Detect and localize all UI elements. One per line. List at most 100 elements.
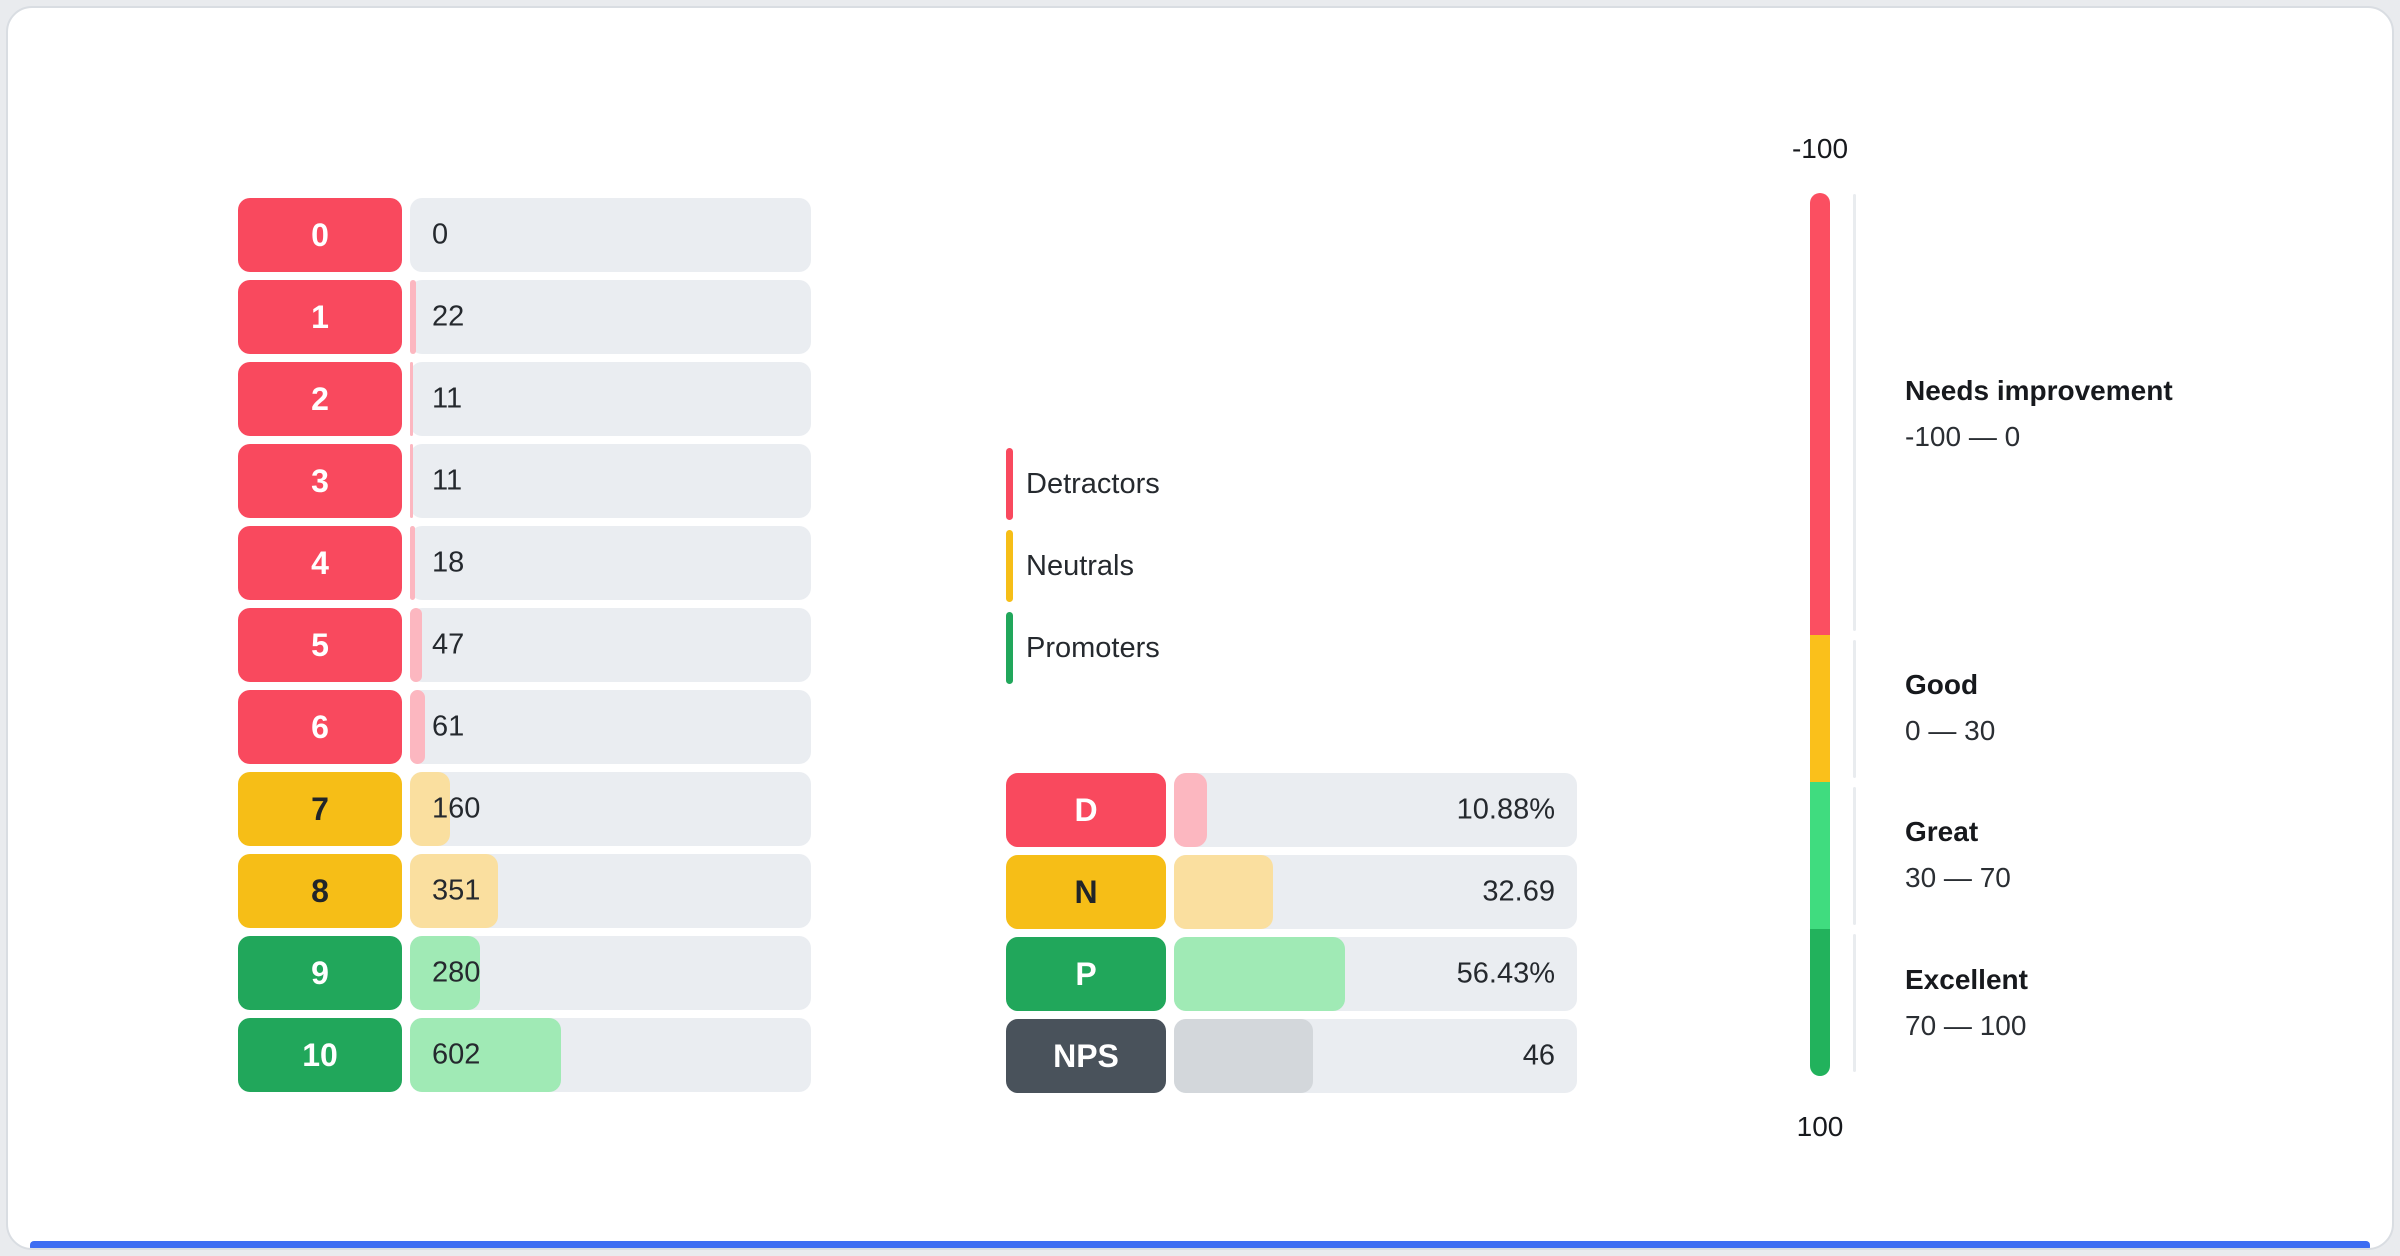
summary-bar-track: 46 bbox=[1174, 1019, 1577, 1093]
score-badge: 7 bbox=[238, 772, 402, 846]
score-bar-fill bbox=[410, 936, 481, 1010]
gauge-zone-label: Excellent 70 — 100 bbox=[1905, 964, 2028, 1042]
score-badge-label: 0 bbox=[311, 216, 329, 253]
score-row: 10 602 bbox=[238, 1018, 811, 1092]
score-badge: 4 bbox=[238, 526, 402, 600]
nps-gauge: -100 100 Needs improvement -100 — 0 Good 0 … bbox=[1792, 133, 2370, 1142]
gauge-tick-line bbox=[1853, 194, 1856, 631]
score-distribution-chart: 0 0 1 22 2 11 3 11 4 bbox=[238, 198, 811, 1092]
score-bar-fill bbox=[410, 362, 413, 436]
score-count-label: 18 bbox=[432, 546, 465, 579]
score-bar-fill bbox=[410, 444, 413, 518]
score-bar-track: 61 bbox=[410, 690, 811, 764]
score-bar-fill bbox=[410, 526, 415, 600]
gauge-segment bbox=[1810, 634, 1830, 782]
score-bar-track: 351 bbox=[410, 854, 811, 928]
score-bar-track: 602 bbox=[410, 1018, 811, 1092]
summary-badge-label: NPS bbox=[1053, 1037, 1119, 1074]
score-badge: 5 bbox=[238, 608, 402, 682]
summary-value-label: 56.43% bbox=[1456, 957, 1555, 990]
score-badge-label: 4 bbox=[311, 544, 329, 581]
score-row: 0 0 bbox=[238, 198, 811, 272]
score-bar-fill bbox=[410, 280, 416, 354]
gauge-zone-title: Good bbox=[1905, 669, 1979, 700]
gauge-segment bbox=[1810, 781, 1830, 930]
legend: Detractors Neutrals Promoters bbox=[1006, 448, 1160, 684]
gauge-axis-top-label: -100 bbox=[1791, 133, 1849, 164]
summary-row: N 32.69 bbox=[1006, 855, 1577, 929]
summary-value-label: 10.88% bbox=[1456, 793, 1555, 826]
gauge-tick-line bbox=[1853, 639, 1856, 778]
legend-item-label: Promoters bbox=[1026, 631, 1160, 664]
score-badge: 10 bbox=[238, 1018, 402, 1092]
score-badge-label: 5 bbox=[311, 626, 329, 663]
legend-item-label: Detractors bbox=[1026, 467, 1160, 500]
score-row: 6 61 bbox=[238, 690, 811, 764]
score-count-label: 160 bbox=[432, 792, 481, 825]
score-row: 4 18 bbox=[238, 526, 811, 600]
gauge-zone-title: Excellent bbox=[1905, 963, 2028, 995]
summary-value-label: 46 bbox=[1522, 1039, 1555, 1072]
score-badge-label: 7 bbox=[311, 790, 329, 827]
summary-bar-track: 10.88% bbox=[1174, 773, 1577, 847]
legend-item-label: Neutrals bbox=[1026, 549, 1134, 582]
summary-bar-fill bbox=[1174, 855, 1274, 929]
score-bar-fill bbox=[410, 1018, 561, 1092]
score-bar-track: 11 bbox=[410, 362, 811, 436]
score-count-label: 280 bbox=[432, 956, 481, 989]
legend-item: Neutrals bbox=[1006, 530, 1160, 602]
score-badge: 0 bbox=[238, 198, 402, 272]
score-bar-track: 280 bbox=[410, 936, 811, 1010]
gauge-segment bbox=[1810, 193, 1830, 635]
summary-value-label: 32.69 bbox=[1482, 875, 1555, 908]
score-badge-label: 9 bbox=[311, 954, 329, 991]
summary-badge-label: P bbox=[1075, 955, 1097, 992]
score-bar-fill bbox=[410, 608, 422, 682]
score-bar-fill bbox=[410, 854, 498, 928]
legend-item: Detractors bbox=[1006, 448, 1160, 520]
score-row: 2 11 bbox=[238, 362, 811, 436]
summary-bar-fill bbox=[1174, 1019, 1314, 1093]
score-bar-track: 160 bbox=[410, 772, 811, 846]
score-badge: 1 bbox=[238, 280, 402, 354]
score-badge: 6 bbox=[238, 690, 402, 764]
score-badge: 3 bbox=[238, 444, 402, 518]
summary-row: D 10.88% bbox=[1006, 773, 1577, 847]
summary-bar-fill bbox=[1174, 773, 1207, 847]
legend-color-bar bbox=[1006, 530, 1013, 602]
score-row: 8 351 bbox=[238, 854, 811, 928]
summary-bar-track: 56.43% bbox=[1174, 937, 1577, 1011]
score-badge: 2 bbox=[238, 362, 402, 436]
score-bar-track: 47 bbox=[410, 608, 811, 682]
score-bar-fill bbox=[410, 690, 426, 764]
summary-chart: D 10.88% N 32.69 P 56.43% NPS 46 bbox=[1006, 773, 1577, 1093]
summary-badge-label: D bbox=[1074, 791, 1098, 828]
summary-badge: P bbox=[1006, 937, 1166, 1011]
gauge-axis-bottom-label: 100 bbox=[1796, 1111, 1844, 1142]
score-count-label: 47 bbox=[432, 628, 465, 661]
score-count-label: 11 bbox=[432, 464, 463, 497]
score-row: 5 47 bbox=[238, 608, 811, 682]
score-bar-track: 11 bbox=[410, 444, 811, 518]
legend-color-bar bbox=[1006, 448, 1013, 520]
score-row: 7 160 bbox=[238, 772, 811, 846]
gauge-zone-range: 70 — 100 bbox=[1905, 1009, 2027, 1041]
summary-badge: NPS bbox=[1006, 1019, 1166, 1093]
summary-row: P 56.43% bbox=[1006, 937, 1577, 1011]
score-count-label: 61 bbox=[432, 710, 465, 743]
gauge-zone-label: Great 30 — 70 bbox=[1905, 816, 2011, 894]
score-count-label: 0 bbox=[432, 218, 449, 251]
gauge-zone-title: Needs improvement bbox=[1905, 374, 2173, 406]
gauge-zone-range: 30 — 70 bbox=[1905, 862, 2011, 894]
summary-badge-label: N bbox=[1074, 873, 1098, 910]
summary-badge: D bbox=[1006, 773, 1166, 847]
summary-bar-track: 32.69 bbox=[1174, 855, 1577, 929]
gauge-zone-label: Needs improvement -100 — 0 bbox=[1905, 375, 2173, 453]
summary-badge: N bbox=[1006, 855, 1166, 929]
score-badge: 9 bbox=[238, 936, 402, 1010]
score-bar-fill bbox=[410, 772, 451, 846]
score-count-label: 22 bbox=[432, 300, 465, 333]
score-row: 9 280 bbox=[238, 936, 811, 1010]
score-bar-track: 0 bbox=[410, 198, 811, 272]
summary-bar-fill bbox=[1174, 937, 1345, 1011]
